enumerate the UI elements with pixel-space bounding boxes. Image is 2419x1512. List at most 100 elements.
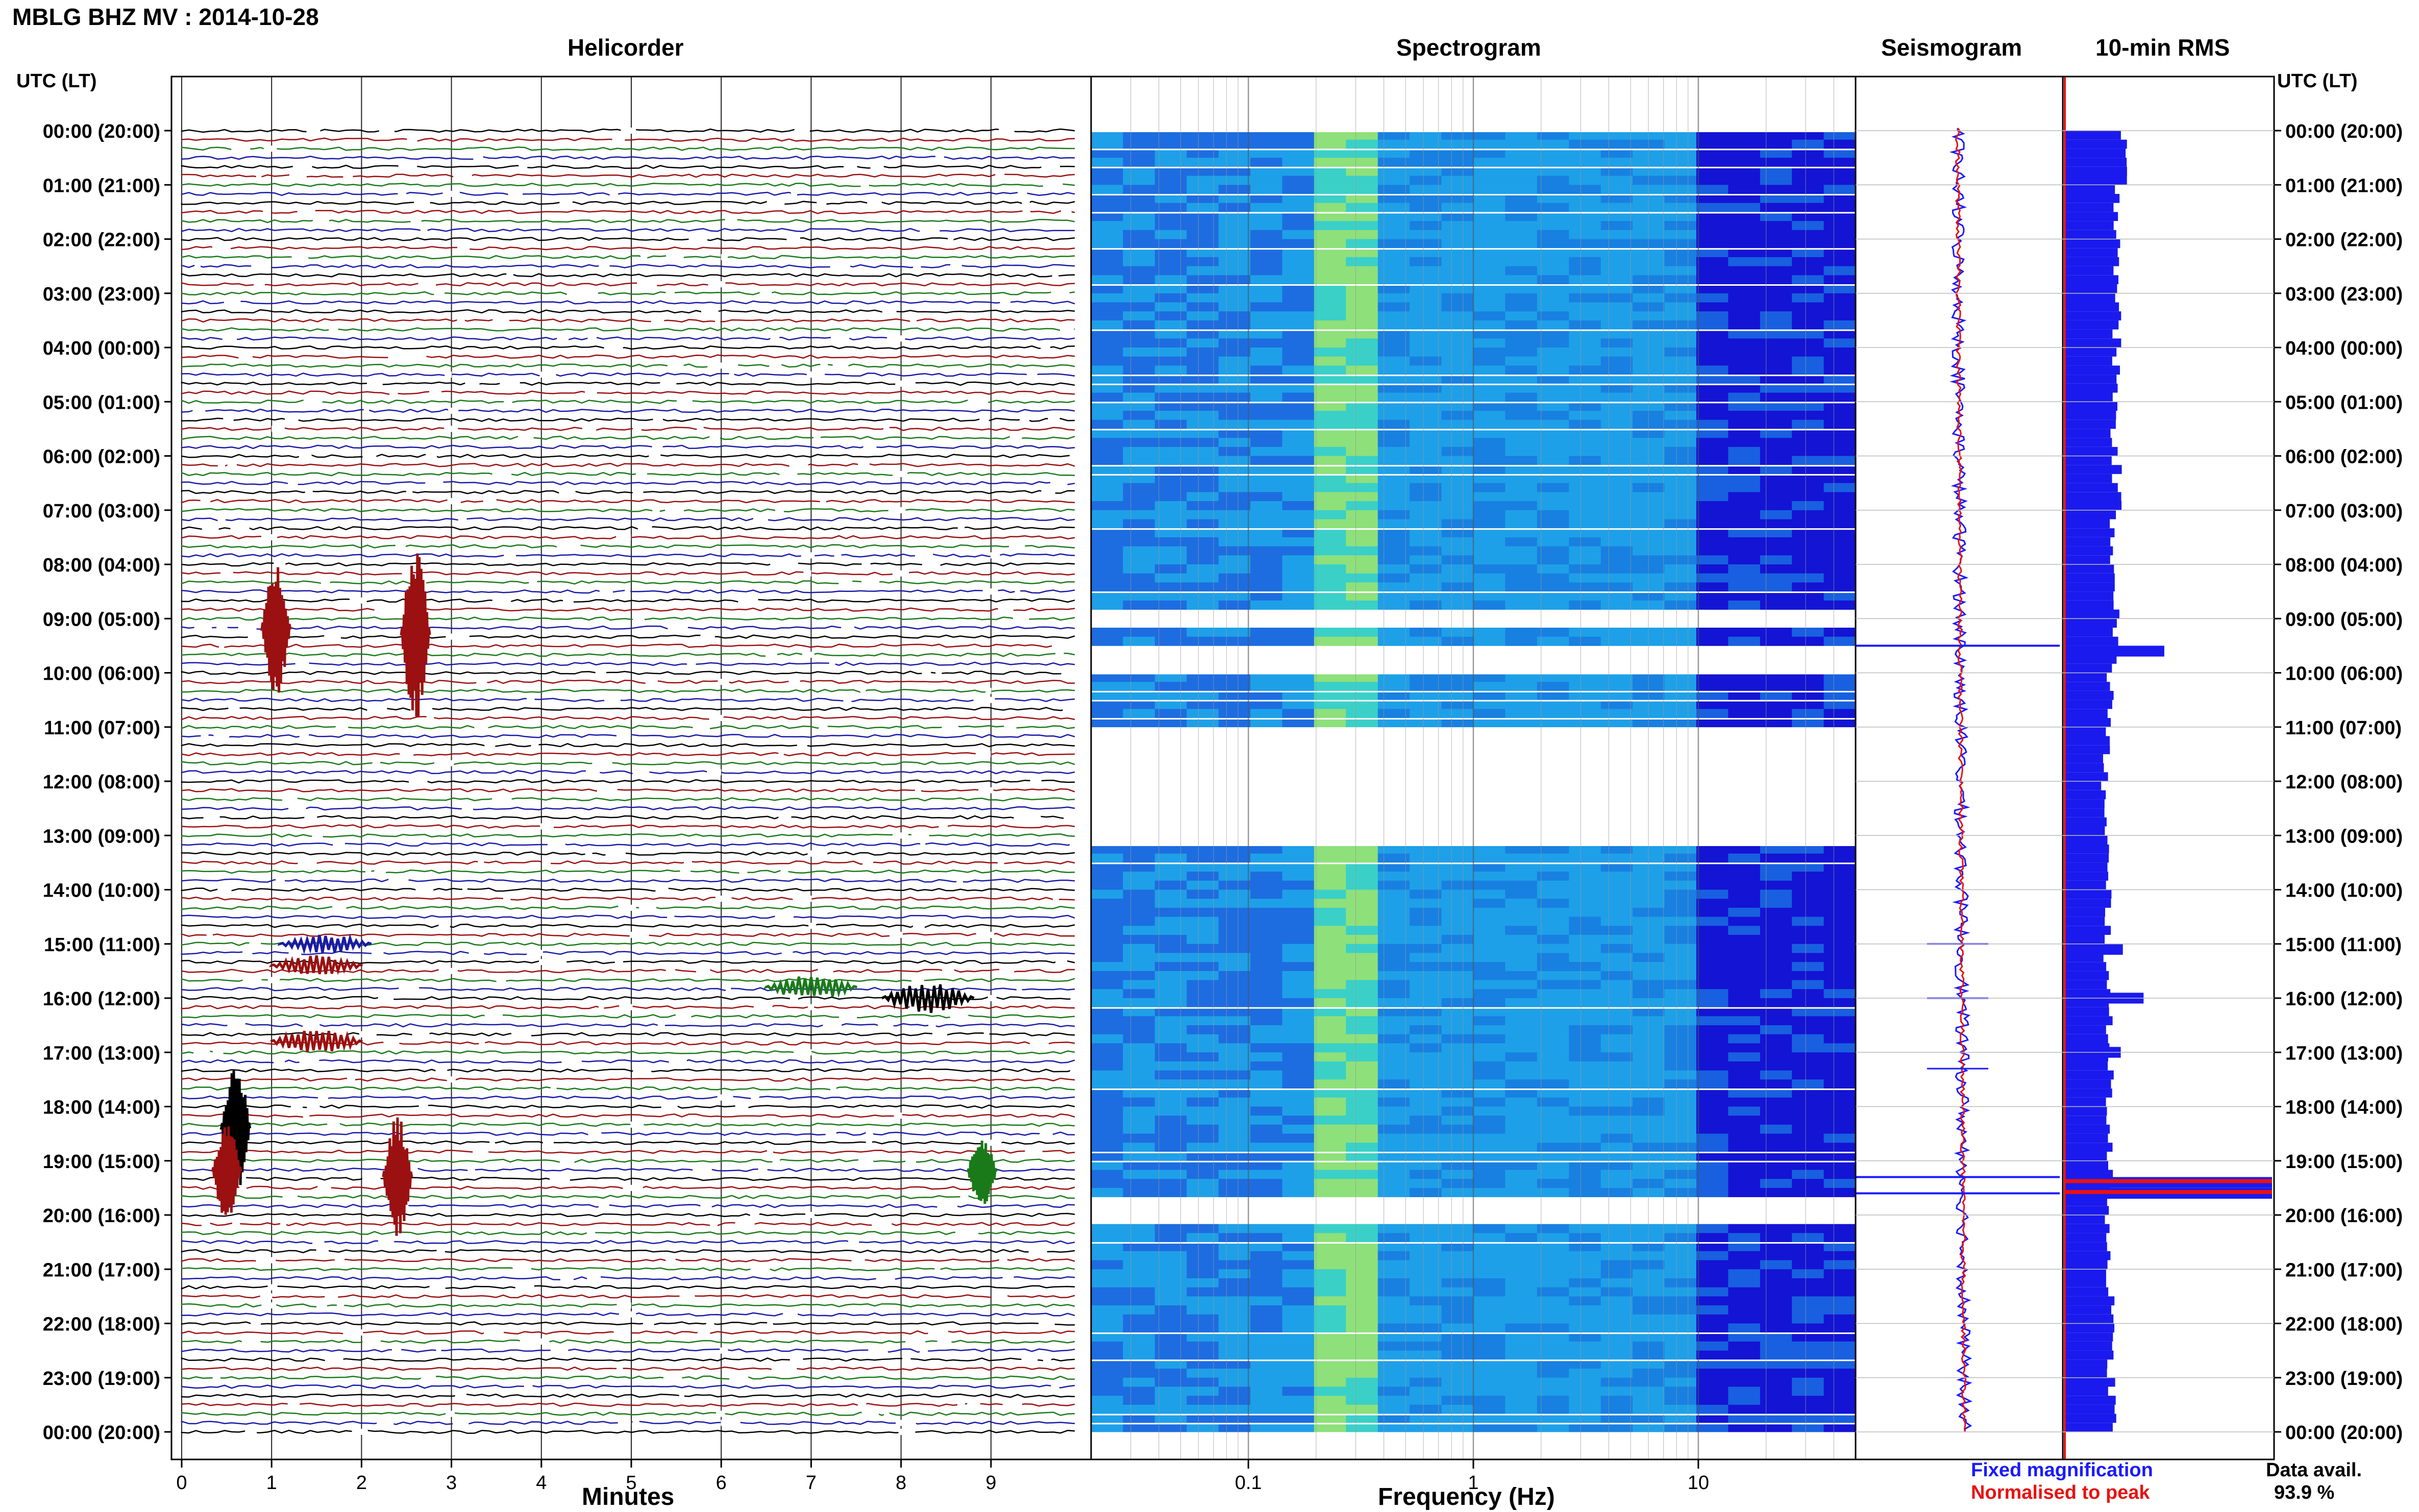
spectrogram-cell (1282, 139, 1315, 149)
spectrogram-cell (1346, 1079, 1378, 1089)
helicorder-gap (831, 335, 850, 342)
spectrogram-cell (1569, 392, 1601, 402)
spectrogram-cell (1505, 546, 1538, 556)
helicorder-gap (371, 950, 384, 956)
helicorder-gap (539, 371, 556, 378)
spectrogram-cell (1187, 329, 1219, 339)
spectrogram-cell (1250, 690, 1282, 700)
spectrogram-cell (1282, 600, 1315, 610)
spectrogram-cell (1410, 510, 1442, 519)
spectrogram-cell (1728, 546, 1761, 556)
spectrogram-cell (1569, 166, 1601, 176)
spectrogram-cell (1154, 1061, 1187, 1071)
spectrogram-cell (1473, 1088, 1505, 1098)
helicorder-trace (181, 1366, 1075, 1371)
spectrogram-cell (1600, 456, 1633, 465)
spectrogram-cell (1537, 528, 1569, 538)
spectrogram-cell (1505, 230, 1538, 239)
spectrogram-cell (1696, 392, 1729, 402)
spectrogram-cell (1537, 690, 1569, 700)
spectrogram-cell (1600, 709, 1633, 718)
spectrogram-cell (1505, 1377, 1538, 1387)
helicorder-gap (415, 886, 434, 893)
rms-bar (2065, 257, 2119, 266)
spectrogram-cell (1823, 447, 1856, 456)
helicorder-gap (892, 470, 908, 477)
helicorder-gap (453, 172, 473, 179)
left-hour-label: 12:00 (08:00) (43, 772, 160, 793)
helicorder-gap (616, 1366, 623, 1372)
helicorder-gap (663, 1374, 682, 1381)
spectrogram-cell (1154, 916, 1187, 926)
spectrogram-cell (1600, 257, 1633, 266)
helicorder-gap (1055, 652, 1064, 658)
spectrogram-cell (1664, 185, 1697, 194)
spectrogram-cell (1123, 456, 1155, 465)
spectrogram-cell (1569, 1052, 1601, 1062)
spectrogram-cell (1505, 1224, 1538, 1233)
spectrogram-cell (1792, 1386, 1824, 1396)
spectrogram-cell (1792, 709, 1824, 718)
spectrogram-cell (1664, 1323, 1697, 1333)
spectrogram-cell (1154, 718, 1187, 728)
spectrogram-cell (1250, 709, 1282, 718)
spectrogram-cell (1282, 989, 1315, 999)
right-hour-label: 12:00 (08:00) (2285, 772, 2403, 793)
spectrogram-cell (1282, 411, 1315, 420)
helicorder-gap (539, 1338, 550, 1345)
spectrogram-cell (1569, 1251, 1601, 1260)
helicorder-gap (599, 263, 610, 269)
rms-bar (2065, 194, 2120, 203)
spectrogram-cell (1569, 411, 1601, 420)
spectrogram-cell (1823, 872, 1856, 881)
spectrogram-cell (1346, 284, 1378, 294)
spectrogram-cell (1314, 411, 1346, 420)
spectrogram-cell (1441, 709, 1474, 718)
spectrogram-cell (1377, 944, 1410, 953)
spectrogram-cell (1346, 564, 1378, 574)
helicorder-gap (697, 426, 704, 432)
spectrogram-cell (1696, 1251, 1729, 1260)
spectrogram-cell (1346, 429, 1378, 438)
right-hour-label: 15:00 (11:00) (2285, 934, 2402, 956)
spectrogram-cell (1282, 1423, 1315, 1432)
spectrogram-cell (1314, 203, 1346, 212)
spectrogram-cell (1760, 682, 1792, 691)
spectrogram-cell (1250, 1233, 1282, 1243)
spectrogram-cell (1569, 1124, 1601, 1134)
spectrogram-cell (1410, 221, 1442, 231)
left-hour-label: 15:00 (11:00) (44, 934, 160, 956)
spectrogram-cell (1091, 1341, 1123, 1351)
helicorder-trace (181, 761, 1075, 765)
spectrogram-cell (1123, 1025, 1155, 1035)
helicorder-gap (312, 832, 323, 839)
spectrogram-cell (1696, 989, 1729, 999)
helicorder-gap (910, 317, 917, 324)
spectrogram-cell (1154, 230, 1187, 239)
spectrogram-cell (1346, 1314, 1378, 1324)
spectrogram-cell (1410, 573, 1442, 583)
spectrogram-cell (1314, 1287, 1346, 1297)
spectrogram-cell (1218, 510, 1251, 519)
spectrogram-cell (1377, 682, 1410, 691)
rms-bar (2065, 1314, 2114, 1324)
helicorder-gap (920, 1347, 928, 1354)
rms-bar (2065, 845, 2109, 854)
spectrogram-cell (1218, 600, 1251, 610)
helicorder-gap (429, 389, 442, 396)
spectrogram-cell (1473, 365, 1505, 375)
spectrogram-cell (1250, 636, 1282, 646)
left-hour-label: 01:00 (21:00) (43, 175, 160, 196)
spectrogram-cell (1505, 1341, 1538, 1351)
spectrogram-cell (1346, 411, 1378, 420)
spectrogram-cell (1441, 1377, 1474, 1387)
spectrogram-cell (1823, 257, 1856, 266)
spectrogram-cell (1282, 537, 1315, 547)
spectrogram-cell (1823, 510, 1856, 519)
helicorder-xlabel: Minutes (582, 1483, 675, 1510)
spectrogram-cell (1792, 383, 1824, 393)
helicorder-gap (585, 389, 597, 396)
spectrogram-cell (1282, 365, 1315, 375)
spectrogram-cell (1760, 257, 1792, 266)
spectrogram-cell (1187, 1359, 1219, 1369)
